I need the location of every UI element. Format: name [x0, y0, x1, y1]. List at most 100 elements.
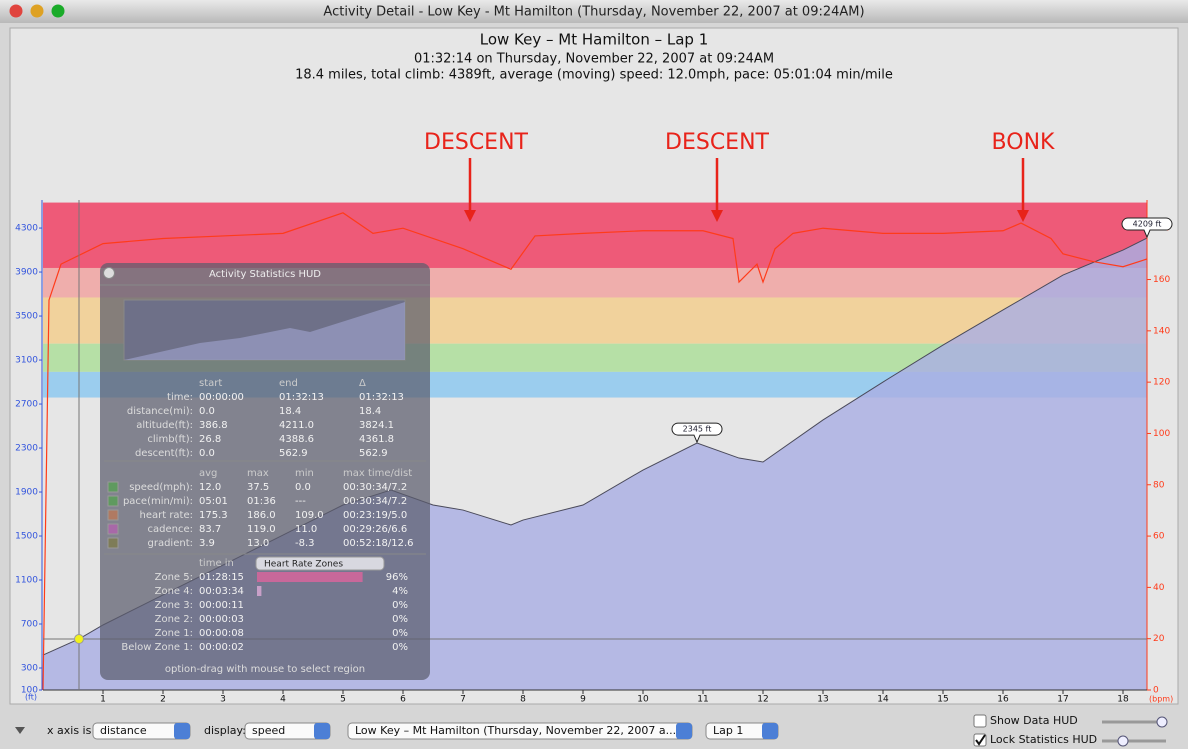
- y-tick-label: 300: [21, 664, 38, 674]
- hud-row-label: Zone 2:: [155, 614, 193, 625]
- hud-cell: 01:32:13: [279, 392, 324, 403]
- hud-row-label: speed(mph):: [129, 482, 193, 493]
- hud-column-header: time in: [199, 558, 234, 569]
- popup-arrows: [762, 723, 778, 739]
- hud-cell: 13.0: [247, 538, 269, 549]
- hud-cell: 0%: [392, 628, 408, 639]
- hud-cell: 00:00:02: [199, 642, 244, 653]
- popup-arrows: [314, 723, 330, 739]
- y2-tick-label: 140: [1153, 326, 1170, 336]
- callout-bubble: [1121, 217, 1173, 239]
- zone-bar: [257, 586, 262, 596]
- hud-cell: 96%: [386, 572, 408, 583]
- popup-value: Lap 1: [713, 724, 743, 737]
- x-tick-label: 17: [1057, 695, 1068, 705]
- hud-cell: 00:30:34/7.2: [343, 496, 407, 507]
- slider-knob[interactable]: [1156, 716, 1168, 728]
- hud-row-label: heart rate:: [139, 510, 193, 521]
- hud-series-swatch[interactable]: [107, 523, 119, 535]
- hud-cell: 00:00:08: [199, 628, 244, 639]
- hud-cell: 00:23:19/5.0: [343, 510, 407, 521]
- annotation-arrowhead: [464, 210, 476, 222]
- hud-cell: 00:00:11: [199, 600, 244, 611]
- hud-cell: 0.0: [295, 482, 311, 493]
- hud-row-label: Below Zone 1:: [121, 642, 193, 653]
- annotation-arrowhead: [1017, 210, 1029, 222]
- y-tick-label: 1900: [15, 488, 38, 498]
- minimize-button[interactable]: [30, 4, 44, 18]
- hud-row-label: gradient:: [148, 538, 194, 549]
- hud-cell: 0%: [392, 614, 408, 625]
- y-tick-label: 700: [21, 620, 38, 630]
- checkbox-label: Show Data HUD: [990, 714, 1078, 727]
- y2-axis-unit: (bpm): [1149, 695, 1173, 704]
- hr-zone-band: [43, 202, 1147, 268]
- hud-cell: 00:00:03: [199, 614, 244, 625]
- x-tick-label: 15: [937, 695, 948, 705]
- hud-series-swatch[interactable]: [107, 495, 119, 507]
- chart-title: Low Key – Mt Hamilton – Lap 1: [480, 31, 709, 49]
- y2-tick-label: 160: [1153, 275, 1170, 285]
- callout-label: 4209 ft: [1133, 220, 1162, 229]
- hud-cell: 00:29:26/6.6: [343, 524, 407, 535]
- hud-row-label: Zone 3:: [155, 600, 193, 611]
- y-tick-label: 100: [21, 686, 38, 696]
- checkbox[interactable]: [973, 714, 987, 728]
- y-tick-label: 4300: [15, 224, 38, 234]
- y2-tick-label: 80: [1153, 480, 1165, 490]
- y-tick-label: 1500: [15, 532, 38, 542]
- y-tick-label: 3500: [15, 312, 38, 322]
- hud-series-swatch[interactable]: [107, 509, 119, 521]
- hud-cell: 11.0: [295, 524, 317, 535]
- hud-cell: 05:01: [199, 496, 228, 507]
- hud-cell: 386.8: [199, 420, 228, 431]
- disclosure-triangle[interactable]: [15, 727, 25, 734]
- y2-tick-label: 120: [1153, 378, 1170, 388]
- hud-row-label: Zone 5:: [155, 572, 193, 583]
- y2-tick-label: 100: [1153, 429, 1170, 439]
- y-axis-unit: (ft): [25, 693, 37, 702]
- x-tick-label: 1: [100, 695, 106, 705]
- hud-column-header: max time/dist: [343, 468, 412, 479]
- hud-column-header: Δ: [359, 378, 366, 389]
- hud-series-swatch[interactable]: [107, 481, 119, 493]
- hud-row-label: distance(mi):: [127, 406, 193, 417]
- hud-row-label: Zone 4:: [155, 586, 193, 597]
- y2-tick-label: 20: [1153, 634, 1165, 644]
- y-tick-label: 1100: [15, 576, 38, 586]
- hud-cell: 00:00:00: [199, 392, 244, 403]
- x-tick-label: 10: [637, 695, 649, 705]
- hud-cell: ---: [295, 496, 306, 507]
- y-tick-label: 2300: [15, 444, 38, 454]
- callout-label: 2345 ft: [683, 425, 712, 434]
- hud-footer: option-drag with mouse to select region: [165, 664, 365, 675]
- hud-cell: 175.3: [199, 510, 228, 521]
- x-tick-label: 18: [1117, 695, 1129, 705]
- hud-close[interactable]: [103, 267, 115, 279]
- hud-cell: 4%: [392, 586, 408, 597]
- hud-cell: 83.7: [199, 524, 221, 535]
- toolbar-label: x axis is:: [47, 724, 95, 737]
- zoom-button[interactable]: [51, 4, 65, 18]
- hud-cell: 3824.1: [359, 420, 394, 431]
- hud-cell: 01:36: [247, 496, 276, 507]
- popup-arrows: [174, 723, 190, 739]
- close-button[interactable]: [9, 4, 23, 18]
- zone-bar: [257, 572, 363, 582]
- hud-cell: 01:32:13: [359, 392, 404, 403]
- hud-cell: 562.9: [279, 448, 308, 459]
- y2-tick-label: 40: [1153, 583, 1165, 593]
- y-tick-label: 2700: [15, 400, 38, 410]
- hud-series-swatch[interactable]: [107, 537, 119, 549]
- slider-knob[interactable]: [1117, 735, 1129, 747]
- checkbox-label: Lock Statistics HUD: [990, 733, 1097, 746]
- x-tick-label: 12: [757, 695, 768, 705]
- hud-column-header: max: [247, 468, 269, 479]
- x-tick-label: 2: [160, 695, 166, 705]
- hud-cell: 3.9: [199, 538, 215, 549]
- hud-cell: 12.0: [199, 482, 221, 493]
- callout-bubble: [671, 422, 723, 444]
- hud-row-label: descent(ft):: [135, 448, 193, 459]
- zone-selector[interactable]: [255, 556, 385, 571]
